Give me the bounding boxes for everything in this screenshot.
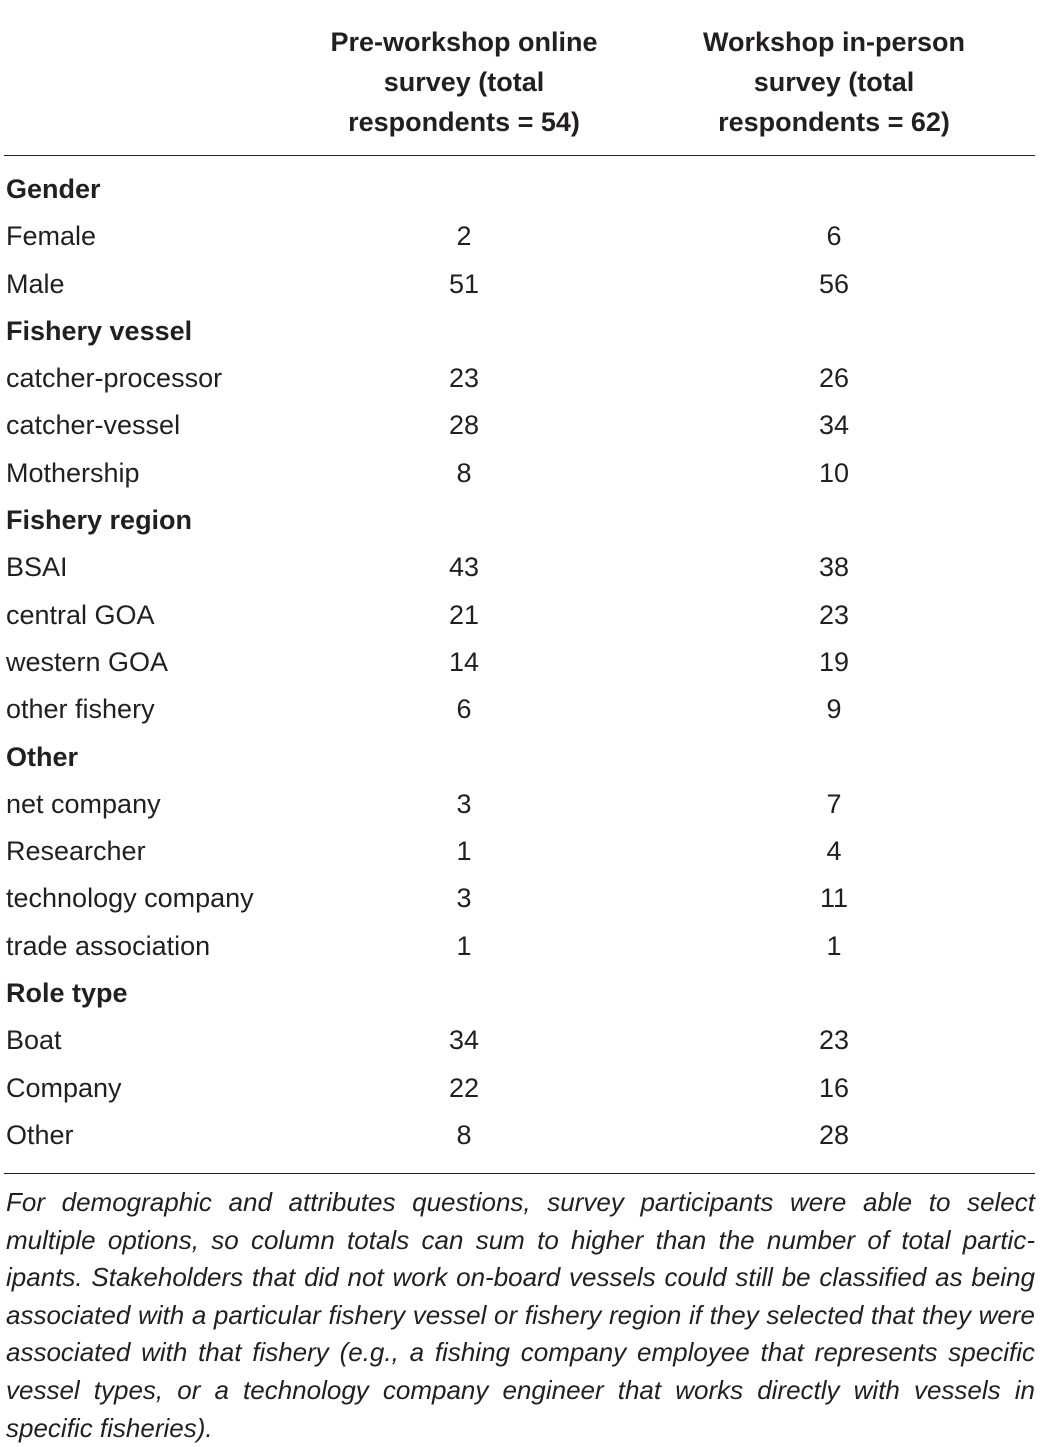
table-row: Male 51 56: [0, 261, 1041, 308]
section-label: Fishery region: [6, 505, 193, 536]
row-label: Male: [6, 268, 65, 299]
workshop-count: 38: [818, 552, 850, 583]
table-row: trade association 1 1: [0, 923, 1041, 970]
row-label: Boat: [6, 1025, 62, 1056]
section-label: Other: [6, 741, 79, 772]
row-label: western GOA: [6, 646, 169, 677]
table-row: technology company 3 11: [0, 875, 1041, 922]
row-label: BSAI: [6, 552, 68, 583]
pre-workshop-count: 34: [448, 1025, 480, 1056]
row-label: central GOA: [6, 599, 155, 630]
row-label: Researcher: [6, 836, 146, 867]
section-header-row: Other: [0, 734, 1041, 781]
table-row: central GOA 21 23: [0, 592, 1041, 639]
footer-rule: [4, 1173, 1035, 1174]
workshop-count: 9: [826, 694, 842, 725]
section-label: Role type: [6, 978, 128, 1009]
workshop-count: 4: [826, 836, 842, 867]
row-label: catcher-processor: [6, 363, 223, 394]
table-body: Gender Female 2 6 Male 51 56 Fishery vessel catc…: [0, 166, 1041, 1159]
table-row: Researcher 1 4: [0, 828, 1041, 875]
section-header-row: Fishery vessel: [0, 308, 1041, 355]
workshop-count: 19: [818, 646, 850, 677]
workshop-count: 56: [818, 268, 850, 299]
row-label: technology company: [6, 883, 254, 914]
workshop-count: 10: [818, 457, 850, 488]
row-label: catcher-vessel: [6, 410, 181, 441]
header-rule: [4, 155, 1035, 156]
pre-workshop-count: 43: [448, 552, 480, 583]
row-label: Other: [6, 1119, 74, 1150]
workshop-count: 7: [826, 788, 842, 819]
workshop-count: 28: [818, 1119, 850, 1150]
row-label: Mothership: [6, 457, 140, 488]
table-row: catcher-processor 23 26: [0, 355, 1041, 402]
pre-workshop-count: 1: [456, 930, 472, 961]
pre-workshop-count: 51: [448, 268, 480, 299]
workshop-count: 1: [826, 930, 842, 961]
column-header-workshop: Workshop in-person survey (total respond…: [702, 27, 965, 137]
table-row: Boat 34 23: [0, 1017, 1041, 1064]
pre-workshop-count: 8: [456, 1119, 472, 1150]
section-header-row: Fishery region: [0, 497, 1041, 544]
row-label: trade association: [6, 930, 211, 961]
table-footnote: For demographic and attributes questions…: [6, 1187, 1035, 1443]
table-row: Company 22 16: [0, 1065, 1041, 1112]
pre-workshop-count: 21: [448, 599, 480, 630]
row-label: other fishery: [6, 694, 155, 725]
workshop-count: 11: [819, 883, 849, 914]
pre-workshop-count: 23: [448, 363, 480, 394]
row-label: net company: [6, 788, 161, 819]
section-label: Fishery vessel: [6, 315, 193, 346]
pre-workshop-count: 6: [456, 694, 472, 725]
workshop-count: 16: [818, 1072, 850, 1103]
table-row: Other 8 28: [0, 1112, 1041, 1159]
pre-workshop-count: 14: [448, 646, 480, 677]
table-header: Pre-workshop online survey (total respon…: [0, 0, 1041, 155]
workshop-count: 34: [818, 410, 850, 441]
table-row: western GOA 14 19: [0, 639, 1041, 686]
table-row: Mothership 8 10: [0, 450, 1041, 497]
row-label: Female: [6, 221, 97, 252]
table-row: other fishery 6 9: [0, 686, 1041, 733]
pre-workshop-count: 22: [448, 1072, 480, 1103]
workshop-count: 6: [826, 221, 842, 252]
pre-workshop-count: 28: [448, 410, 480, 441]
row-label: Company: [6, 1072, 122, 1103]
pre-workshop-count: 8: [456, 457, 472, 488]
table-row: Female 2 6: [0, 213, 1041, 260]
workshop-count: 26: [818, 363, 850, 394]
pre-workshop-count: 1: [456, 836, 472, 867]
pre-workshop-count: 2: [456, 221, 472, 252]
section-header-row: Role type: [0, 970, 1041, 1017]
workshop-count: 23: [818, 1025, 850, 1056]
workshop-count: 23: [818, 599, 850, 630]
section-label: Gender: [6, 174, 101, 204]
table-row: catcher-vessel 28 34: [0, 402, 1041, 449]
table-row: net company 3 7: [0, 781, 1041, 828]
pre-workshop-count: 3: [456, 883, 472, 914]
table-row: BSAI 43 38: [0, 544, 1041, 591]
section-header-row: Gender: [0, 166, 1041, 213]
column-header-pre-workshop: Pre-workshop online survey (total respon…: [330, 27, 598, 137]
pre-workshop-count: 3: [456, 788, 472, 819]
